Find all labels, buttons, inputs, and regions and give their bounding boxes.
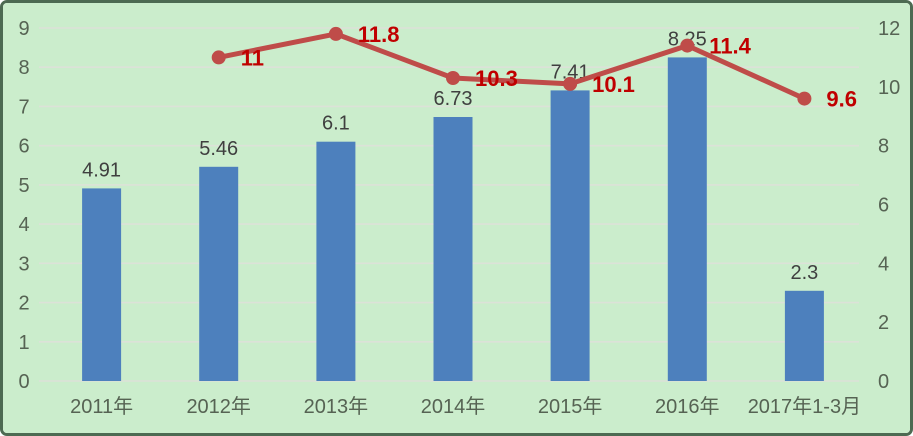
bar-value-label: 6.73 <box>434 88 473 110</box>
bar <box>784 290 824 381</box>
x-axis-label: 2016年 <box>655 395 720 418</box>
y-axis-tick-right: 4 <box>878 253 889 275</box>
y-axis-tick-left: 1 <box>18 332 29 354</box>
x-axis-label: 2012年 <box>186 395 251 418</box>
bar <box>316 141 356 381</box>
y-axis-tick-left: 8 <box>18 57 29 79</box>
bar-value-label: 6.1 <box>322 113 350 135</box>
x-axis-label: 2015年 <box>538 395 603 418</box>
line-value-label: 9.6 <box>826 87 857 112</box>
x-axis-label: 2011年 <box>70 395 133 418</box>
bar <box>433 117 473 381</box>
bar <box>550 90 590 382</box>
x-axis-label: 2014年 <box>421 395 486 418</box>
line-point <box>211 50 226 65</box>
y-axis-tick-left: 4 <box>18 214 29 236</box>
line-value-label: 10.1 <box>592 72 635 97</box>
bar <box>667 57 707 382</box>
line-point <box>446 71 460 85</box>
line-point <box>797 91 812 106</box>
bar <box>199 166 239 381</box>
y-axis-tick-left: 5 <box>18 175 29 197</box>
line-point <box>563 76 578 91</box>
y-axis-tick-right: 0 <box>878 371 889 393</box>
bar-value-label: 7.41 <box>551 61 590 83</box>
y-axis-tick-right: 6 <box>878 195 889 217</box>
bar-value-label: 5.46 <box>199 138 238 160</box>
y-axis-tick-right: 12 <box>878 18 900 40</box>
bar <box>82 188 122 381</box>
line-point <box>680 38 695 53</box>
y-axis-tick-right: 10 <box>878 77 900 99</box>
y-axis-tick-left: 7 <box>18 96 29 118</box>
y-axis-tick-left: 0 <box>18 371 29 393</box>
y-axis-tick-left: 9 <box>18 18 29 40</box>
line-path <box>216 31 807 102</box>
y-axis-tick-right: 2 <box>878 312 889 334</box>
line-value-label: 10.3 <box>475 66 518 91</box>
line-value-label: 11 <box>241 45 264 70</box>
y-axis-tick-left: 3 <box>18 253 29 275</box>
x-axis-label: 2017年1-3月 <box>748 395 861 418</box>
y-axis-tick-right: 8 <box>878 136 889 158</box>
line-value-label: 11.8 <box>358 22 400 47</box>
bar-value-label: 4.91 <box>82 159 121 181</box>
x-axis-label: 2013年 <box>304 395 369 418</box>
y-axis-tick-left: 2 <box>18 293 29 315</box>
line-value-label: 11.4 <box>709 34 751 59</box>
line-point <box>328 26 343 41</box>
bar-value-label: 2.3 <box>790 262 818 284</box>
y-axis-tick-left: 6 <box>18 136 29 158</box>
